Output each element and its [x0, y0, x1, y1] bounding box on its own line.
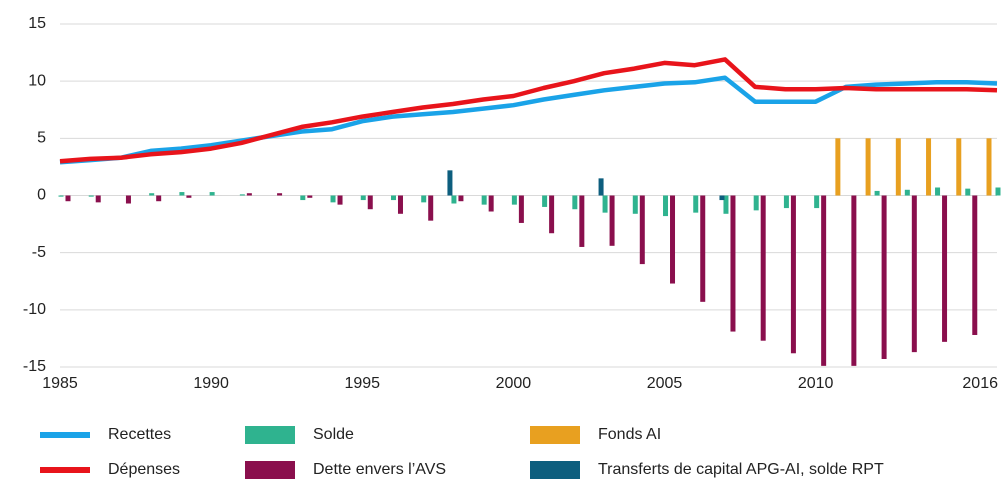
- bar: [481, 195, 487, 205]
- line: [59, 57, 998, 164]
- bar: [65, 195, 71, 202]
- legend-label: Dette envers l’AVS: [313, 461, 446, 478]
- bar: [579, 195, 585, 247]
- bar: [965, 188, 971, 196]
- bar: [874, 190, 880, 196]
- legend-label: Recettes: [108, 426, 171, 443]
- bar: [730, 195, 736, 332]
- bar: [186, 195, 192, 198]
- bar: [330, 195, 336, 203]
- legend-swatch: [530, 461, 580, 479]
- y-tick-label: 5: [37, 130, 46, 147]
- bar: [851, 195, 857, 366]
- bar: [360, 195, 366, 201]
- bar: [911, 195, 917, 353]
- y-tick-label: -5: [32, 244, 46, 261]
- bar: [598, 178, 604, 196]
- bar: [390, 195, 396, 201]
- bar: [926, 138, 932, 196]
- bar: [972, 195, 978, 335]
- x-tick-label: 2016: [962, 375, 998, 392]
- bar: [986, 138, 992, 196]
- bar: [670, 195, 676, 284]
- bar: [632, 195, 638, 214]
- y-tick-label: -10: [23, 301, 46, 318]
- bar: [149, 193, 155, 196]
- x-tick-label: 2010: [798, 375, 834, 392]
- bar: [995, 187, 1001, 196]
- bar: [865, 138, 871, 196]
- legend-swatch: [245, 461, 295, 479]
- bar: [700, 195, 706, 302]
- bar: [209, 192, 215, 196]
- bar: [835, 138, 841, 196]
- bar: [451, 195, 457, 204]
- legend-swatch: [40, 467, 90, 473]
- bar: [602, 195, 608, 213]
- bar: [307, 195, 313, 198]
- bar: [428, 195, 434, 221]
- bar: [956, 138, 962, 196]
- y-tick-label: -15: [23, 358, 46, 375]
- legend-swatch: [245, 426, 295, 444]
- bar: [723, 195, 729, 214]
- x-tick-label: 2000: [496, 375, 532, 392]
- bar: [458, 195, 464, 202]
- bar: [881, 195, 887, 359]
- bar: [609, 195, 615, 246]
- bar: [511, 195, 517, 205]
- y-tick-label: 15: [28, 15, 46, 32]
- bar: [783, 195, 789, 209]
- bar: [488, 195, 494, 212]
- bar: [942, 195, 948, 342]
- x-tick-label: 1995: [344, 375, 380, 392]
- bar: [549, 195, 555, 234]
- bar: [95, 195, 101, 203]
- bar: [895, 138, 901, 196]
- x-tick-label: 1990: [193, 375, 229, 392]
- bar: [88, 195, 94, 197]
- bar: [760, 195, 766, 341]
- bar: [397, 195, 403, 214]
- legend-swatch: [530, 426, 580, 444]
- bar: [693, 195, 699, 213]
- y-tick-label: 10: [28, 72, 46, 89]
- bar: [421, 195, 427, 203]
- bar: [719, 195, 725, 201]
- bar: [367, 195, 373, 210]
- bar: [239, 194, 245, 196]
- bar: [572, 195, 578, 210]
- bar: [821, 195, 827, 366]
- bar: [904, 189, 910, 196]
- bar: [790, 195, 796, 354]
- bar: [58, 195, 64, 197]
- legend-label: Transferts de capital APG-AI, solde RPT: [598, 461, 884, 478]
- legend-label: Dépenses: [108, 461, 180, 478]
- x-tick-label: 1985: [42, 375, 78, 392]
- legend-label: Fonds AI: [598, 426, 661, 443]
- bar: [337, 195, 343, 205]
- bar: [663, 195, 669, 217]
- bar: [639, 195, 645, 265]
- x-tick-label: 2005: [647, 375, 683, 392]
- legend-label: Solde: [313, 426, 354, 443]
- bar: [753, 195, 759, 211]
- bar: [542, 195, 548, 207]
- bar: [246, 193, 252, 196]
- bar: [300, 195, 306, 201]
- legend-swatch: [40, 432, 90, 438]
- bar: [447, 170, 453, 196]
- bar: [518, 195, 524, 223]
- y-tick-label: 0: [37, 187, 46, 204]
- bar: [935, 187, 941, 196]
- bar: [156, 195, 162, 202]
- bar: [277, 193, 283, 196]
- bar: [125, 195, 131, 204]
- bar: [814, 195, 820, 209]
- bar: [179, 192, 185, 196]
